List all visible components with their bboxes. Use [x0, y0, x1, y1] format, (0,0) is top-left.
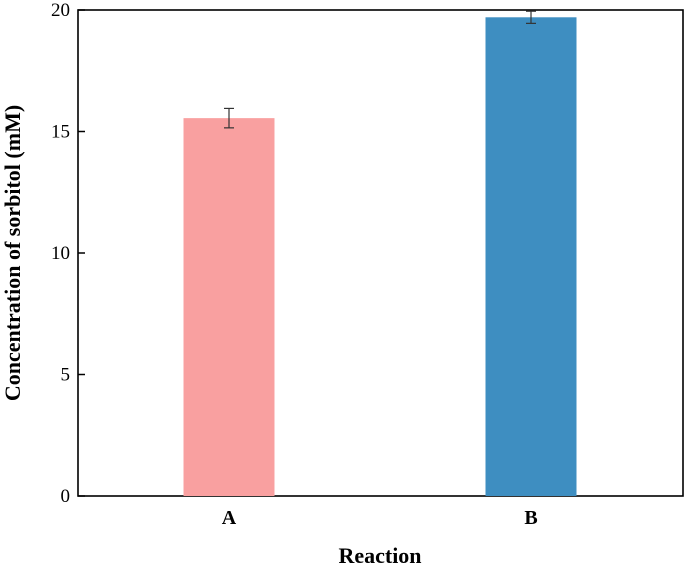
y-tick-label: 15 — [51, 122, 70, 143]
x-axis-title: Reaction — [338, 543, 421, 568]
bars-group — [183, 10, 577, 496]
x-tick-label: A — [222, 507, 237, 529]
y-tick-label: 0 — [61, 486, 71, 507]
bar-b — [485, 17, 577, 496]
y-tick-label: 5 — [61, 365, 71, 386]
y-axis-title: Concentration of sorbitol (mM) — [0, 105, 25, 401]
plot-area-frame — [77, 9, 684, 497]
y-axis-ticks: 0 5 10 15 20 — [51, 0, 85, 507]
y-tick-label: 20 — [51, 0, 70, 21]
x-tick-label: B — [524, 507, 537, 529]
bar-a — [183, 118, 275, 496]
y-tick-label: 10 — [51, 243, 70, 264]
